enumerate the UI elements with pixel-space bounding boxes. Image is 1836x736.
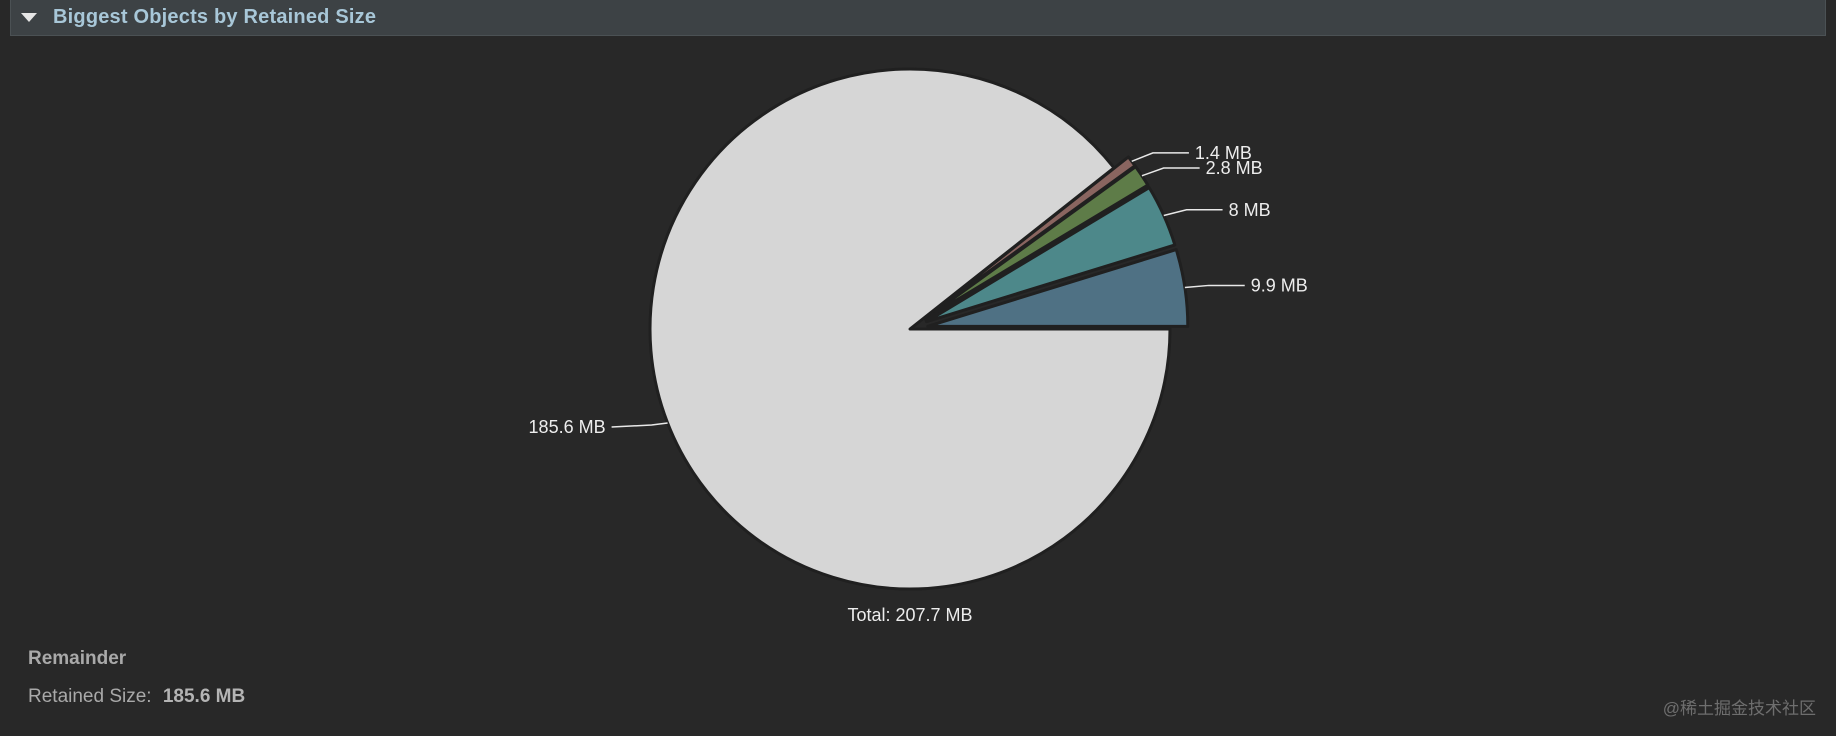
watermark: @稀土掘金技术社区: [1662, 699, 1816, 718]
retained-size-value: 185.6 MB: [162, 686, 246, 707]
slice-label: 1.4 MB: [1195, 143, 1252, 163]
total-label: Total: 207.7 MB: [847, 605, 972, 625]
section-header: Biggest Objects by Retained Size: [10, 0, 1826, 36]
retained-size-row: Retained Size: 185.6 MB: [28, 686, 245, 708]
label-leader-line: [611, 422, 668, 428]
selected-object-name: Remainder: [28, 648, 127, 669]
label-leader-line: [1141, 167, 1200, 177]
label-leader-line: [1131, 152, 1189, 163]
pie-chart: 9.9 MB 8 MB 2.8 MB1.4 MB 185.6 MB Total: 207…: [529, 67, 1308, 625]
triangle-down-icon[interactable]: [21, 13, 37, 22]
label-leader-line: [1163, 209, 1223, 217]
slice-label: 185.6 MB: [529, 417, 606, 437]
retained-size-label: Retained Size:: [28, 686, 152, 707]
pie-slice[interactable]: [648, 67, 1172, 591]
pie-slice[interactable]: [924, 186, 1177, 324]
label-leader-line: [1184, 284, 1245, 289]
slice-label: 8 MB: [1229, 200, 1271, 220]
slice-label: 9.9 MB: [1251, 275, 1308, 295]
slice-label: 2.8 MB: [1206, 158, 1263, 178]
section-title: Biggest Objects by Retained Size: [53, 6, 377, 28]
collapse-toggle[interactable]: Biggest Objects by Retained Size: [11, 0, 376, 35]
